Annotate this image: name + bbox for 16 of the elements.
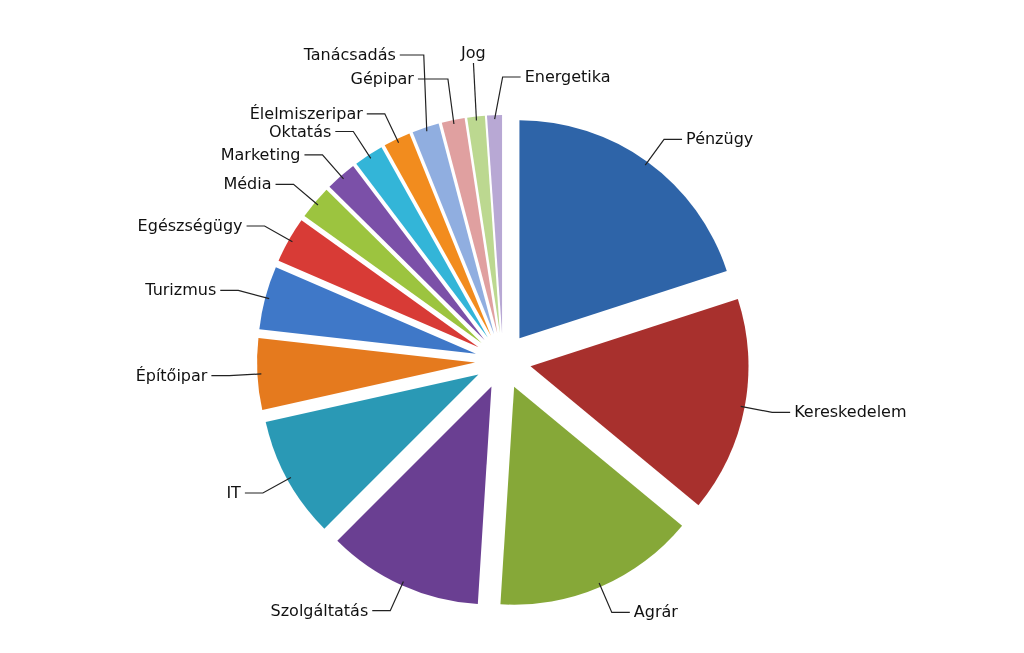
slice-label: Agrár <box>633 602 679 622</box>
slice-label: Kereskedelem <box>794 402 907 422</box>
slice-label: Turizmus <box>144 280 217 300</box>
slice-label: Egészségügy <box>137 215 243 235</box>
slice-label: Építőipar <box>135 365 208 385</box>
slice-label: Jog <box>460 43 486 62</box>
slice-label: Gépipar <box>350 69 415 88</box>
slice-label: IT <box>226 483 242 502</box>
slice-label: Szolgáltatás <box>270 600 369 620</box>
slice-label: Oktatás <box>268 121 332 141</box>
slice-label: Energetika <box>524 67 611 86</box>
slice-label: Tanácsadás <box>302 45 396 64</box>
slice-label: Média <box>223 174 272 194</box>
slice-label: Élelmiszeripar <box>249 103 364 123</box>
slice-label: Marketing <box>220 144 301 164</box>
slice-label: Pénzügy <box>686 129 754 149</box>
